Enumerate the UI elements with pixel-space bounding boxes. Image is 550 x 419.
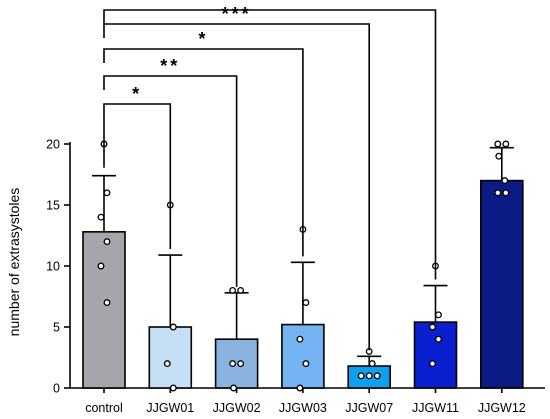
point-JJGW12-5 (502, 189, 510, 197)
significance-brackets: ******** (103, 0, 437, 351)
bar-JJGW11 (413, 321, 458, 389)
error-bars (92, 146, 514, 367)
bars (82, 179, 524, 389)
point-JJGW11-2 (429, 323, 436, 331)
point-JJGW07-2 (357, 372, 365, 380)
y-tick-label-4: 20 (46, 138, 60, 152)
x-tick-label-JJGW02: JJGW02 (213, 401, 261, 415)
point-JJGW12-1 (502, 140, 510, 148)
sig-label-JJGW07: *** (222, 4, 252, 24)
point-JJGW12-3 (501, 177, 509, 185)
bracket-JJGW02 (103, 75, 238, 287)
point-JJGW03-3 (302, 360, 310, 368)
sig-label-JJGW11: * (265, 0, 275, 10)
point-JJGW01-1 (169, 323, 177, 331)
y-axis-title: number of extrasystoles (6, 188, 22, 337)
point-JJGW12-0 (494, 140, 502, 148)
axes: 0 5 10 15 20 control JJGW01 JJGW02 JJGW03 JJGW07 J… (46, 138, 545, 415)
point-JJGW07-4 (373, 372, 381, 380)
point-JJGW02-2 (229, 360, 237, 368)
bracket-JJGW07 (103, 23, 370, 351)
bar-JJGW01 (148, 326, 193, 389)
point-JJGW02-4 (230, 384, 238, 392)
point-control-1 (103, 189, 111, 197)
sig-label-JJGW03: * (198, 29, 208, 49)
sig-label-JJGW02: ** (160, 56, 180, 76)
point-JJGW02-1 (237, 286, 245, 294)
point-JJGW11-1 (435, 311, 442, 319)
point-control-3 (103, 238, 111, 246)
y-tick-label-1: 5 (53, 321, 60, 335)
point-JJGW11-3 (435, 335, 442, 343)
point-control-4 (97, 262, 105, 270)
bar-JJGW12 (479, 179, 524, 389)
bar-JJGW02 (214, 338, 259, 389)
bracket-JJGW01 (103, 103, 172, 250)
x-tick-label-control: control (85, 401, 123, 415)
point-JJGW03-1 (302, 299, 310, 307)
y-tick-label-0: 0 (53, 382, 60, 396)
x-tick-label-JJGW07: JJGW07 (345, 401, 393, 415)
x-tick-label-JJGW11: JJGW11 (412, 401, 459, 415)
point-JJGW07-3 (365, 372, 373, 380)
point-JJGW02-3 (237, 360, 245, 368)
y-tick-label-2: 10 (46, 260, 60, 274)
point-JJGW12-2 (495, 152, 503, 160)
point-JJGW11-4 (429, 360, 436, 368)
x-tick-label-JJGW12: JJGW12 (478, 401, 526, 415)
x-tick-label-JJGW01: JJGW01 (146, 401, 194, 415)
x-tick-label-JJGW03: JJGW03 (279, 401, 327, 415)
y-tick-label-3: 15 (46, 199, 60, 213)
point-control-2 (97, 213, 105, 221)
point-JJGW03-4 (296, 384, 304, 392)
bar-JJGW03 (281, 323, 325, 389)
point-JJGW12-4 (494, 189, 502, 197)
sig-label-JJGW01: * (132, 84, 142, 104)
point-JJGW02-0 (229, 286, 237, 294)
point-JJGW01-2 (163, 360, 171, 368)
point-JJGW01-3 (169, 384, 177, 392)
point-control-5 (103, 299, 111, 307)
point-JJGW07-1 (368, 360, 376, 368)
point-JJGW03-2 (296, 335, 304, 343)
bar-control (82, 231, 126, 389)
bracket-JJGW11 (103, 9, 437, 280)
bracket-JJGW03 (103, 48, 304, 257)
